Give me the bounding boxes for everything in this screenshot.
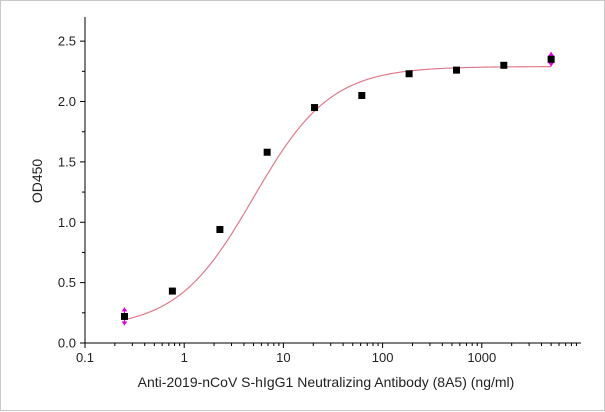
error-bar-cap-down <box>548 62 555 67</box>
error-bar-cap-up <box>548 52 555 57</box>
data-point <box>120 312 128 320</box>
data-point <box>216 226 224 234</box>
tick-layer <box>80 40 577 348</box>
tick-label-layer: 0.0 0.5 1.0 1.5 2.0 2.5 0.1 1 10 100 1000 <box>58 34 496 365</box>
x-tick-label: 10 <box>276 350 290 365</box>
y-tick-label: 0.5 <box>58 275 76 290</box>
x-tick-label: 1000 <box>467 350 496 365</box>
data-point <box>547 55 555 63</box>
fit-curve-layer <box>124 66 552 321</box>
y-tick-label: 0.0 <box>58 336 76 351</box>
y-tick-label: 2.0 <box>58 94 76 109</box>
error-bar-cap-down <box>121 321 128 326</box>
y-tick-label: 2.5 <box>58 34 76 49</box>
data-point <box>358 91 366 99</box>
error-bar-cap-up <box>121 307 128 312</box>
data-point <box>500 61 508 69</box>
error-bar-layer <box>121 52 555 326</box>
y-axis-title: OD450 <box>29 159 45 204</box>
data-point <box>263 148 271 156</box>
data-point <box>168 287 176 295</box>
x-tick-label: 1 <box>181 350 188 365</box>
data-point <box>405 70 413 78</box>
x-tick-label: 100 <box>372 350 394 365</box>
data-point <box>311 104 319 112</box>
fit-curve <box>124 66 552 321</box>
x-axis-title: Anti-2019-nCoV S-hIgG1 Neutralizing Anti… <box>138 374 515 390</box>
data-point-layer <box>120 55 555 320</box>
data-point <box>453 66 461 74</box>
x-tick-label: 0.1 <box>76 350 94 365</box>
y-tick-label: 1.0 <box>58 215 76 230</box>
y-tick-label: 1.5 <box>58 154 76 169</box>
